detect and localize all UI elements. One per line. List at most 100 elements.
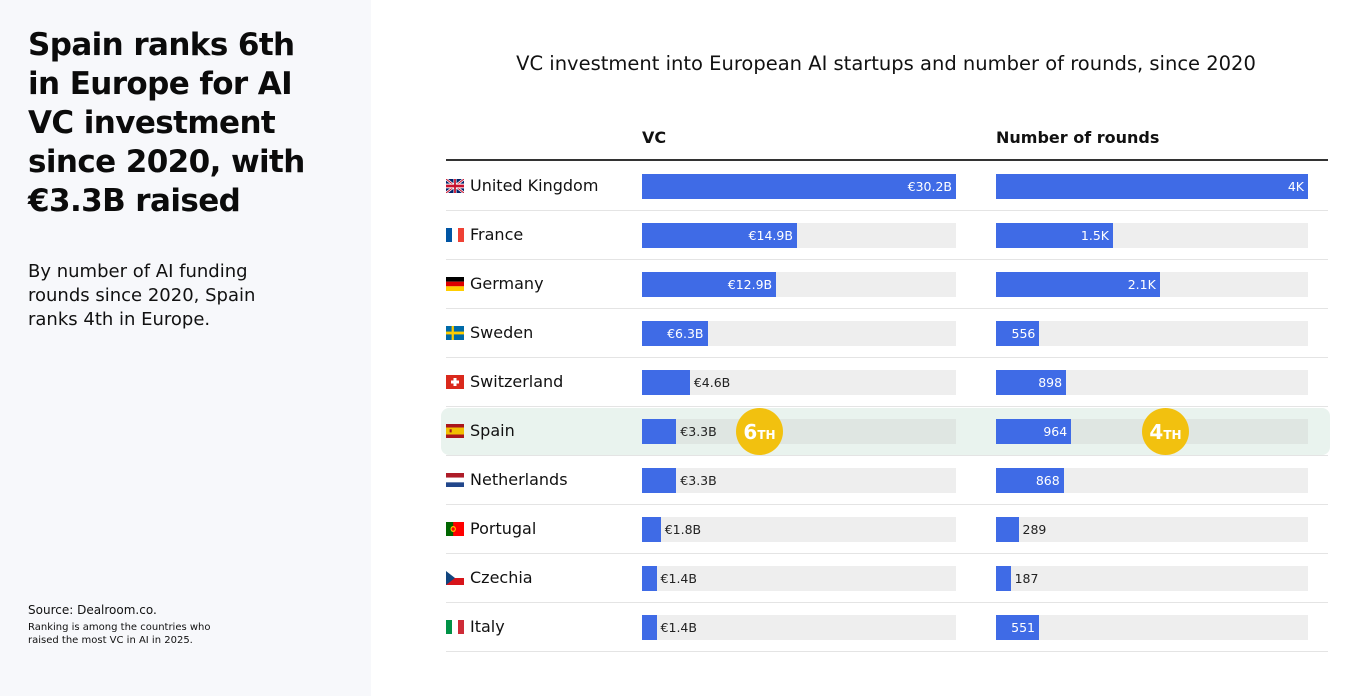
country-label: Germany [470, 274, 544, 293]
rounds-bar-track: 551 [996, 615, 1308, 640]
row-divider [446, 651, 1328, 652]
subtext: By number of AI funding rounds since 202… [28, 261, 256, 330]
rounds-value-label: 1.5K [1080, 228, 1109, 243]
vc-value-label: €3.3B [680, 424, 717, 439]
vc-value-label: €3.3B [680, 473, 717, 488]
row-divider [446, 308, 1328, 309]
vc-bar [642, 370, 690, 395]
vc-bar [642, 566, 657, 591]
rounds-bar [996, 321, 1040, 346]
rounds-bar-track: 1.5K [996, 223, 1308, 248]
table-row: France €14.9B 1.5K [446, 211, 1328, 260]
italy-flag [446, 620, 464, 634]
rounds-bar [996, 174, 1308, 199]
vc-bar-track: €1.8B [642, 517, 956, 542]
table-row: Switzerland €4.6B 898 [446, 358, 1328, 407]
row-divider [446, 259, 1328, 260]
vc-bar [642, 223, 797, 248]
rounds-bar [996, 468, 1064, 493]
rounds-bar-track: 898 [996, 370, 1308, 395]
vc-value-label: €1.4B [660, 620, 697, 635]
rounds-bar [996, 223, 1113, 248]
rounds-value-label: 2.1K [1127, 277, 1156, 292]
country-label: United Kingdom [470, 176, 599, 195]
rounds-value-label: 551 [1011, 620, 1035, 635]
row-divider [446, 210, 1328, 211]
rounds-bar [996, 419, 1072, 444]
vc-value-label: €4.6B [693, 375, 731, 390]
vc-column-header: VC [642, 128, 667, 147]
source-text: Source: Dealroom.co. [28, 603, 157, 617]
spain-flag [446, 424, 464, 438]
table-row: Germany €12.9B 2.1K [446, 260, 1328, 309]
vc-rank-badge: 6 TH [736, 408, 783, 455]
row-divider [446, 602, 1328, 603]
row-divider [446, 455, 1328, 456]
country-label: Sweden [470, 323, 534, 342]
rounds-value-label: 289 [1022, 522, 1047, 537]
rounds-bar [996, 370, 1066, 395]
vc-bar [642, 272, 777, 297]
france-flag [446, 228, 464, 242]
table-row: Portugal €1.8B 289 [446, 505, 1328, 554]
rounds-bar [996, 517, 1019, 542]
rounds-bar-track: 868 [996, 468, 1308, 493]
country-label: Czechia [470, 568, 533, 587]
vc-bar-track: €1.4B [642, 615, 956, 640]
rounds-column-header: Number of rounds [996, 128, 1160, 147]
germany-flag [446, 277, 464, 291]
rounds-bar-track: 2.1K [996, 272, 1308, 297]
switzerland-flag [446, 375, 464, 389]
vc-bar-track: €4.6B [642, 370, 956, 395]
table-row: United Kingdom €30.2B 4K [446, 162, 1328, 211]
table-row: Italy €1.4B 551 [446, 603, 1328, 652]
sweden-flag [446, 326, 464, 340]
ranking-note: Ranking is among the countries who raise… [28, 622, 211, 646]
vc-bar [642, 468, 677, 493]
country-label: Switzerland [470, 372, 564, 391]
rounds-bar [996, 566, 1011, 591]
rounds-value-label: 556 [1011, 326, 1036, 341]
row-divider [446, 406, 1328, 407]
rounds-rank-badge: 4 TH [1142, 408, 1189, 455]
portugal-flag [446, 522, 464, 536]
vc-bar [642, 517, 661, 542]
vc-bar [642, 321, 708, 346]
country-label: Italy [470, 617, 505, 636]
table-row: Czechia €1.4B 187 [446, 554, 1328, 603]
uk-flag [446, 179, 464, 193]
vc-bar-track: €3.3B [642, 468, 956, 493]
vc-value-label: €1.4B [660, 571, 697, 586]
rank-number: 6 [743, 419, 758, 444]
country-label: France [470, 225, 524, 244]
vc-value-label: €6.3B [667, 326, 704, 341]
vc-value-label: €12.9B [727, 277, 773, 292]
rank-suffix: TH [1163, 427, 1182, 442]
row-divider [446, 357, 1328, 358]
vc-bar-track: €3.3B [642, 419, 956, 444]
rounds-bar-track: 289 [996, 517, 1308, 542]
netherlands-flag [446, 473, 464, 487]
country-label: Netherlands [470, 470, 568, 489]
rounds-bar [996, 615, 1039, 640]
czechia-flag [446, 571, 464, 585]
country-label: Portugal [470, 519, 537, 538]
country-label: Spain [470, 421, 515, 440]
vc-bar-track: €30.2B [642, 174, 956, 199]
vc-bar-track: €6.3B [642, 321, 956, 346]
vc-bar [642, 419, 677, 444]
rounds-bar-track: 4K [996, 174, 1308, 199]
vc-bar [642, 615, 657, 640]
row-divider [446, 504, 1328, 505]
rounds-value-label: 187 [1014, 571, 1039, 586]
rounds-bar-track: 556 [996, 321, 1308, 346]
rounds-bar-track: 187 [996, 566, 1308, 591]
rounds-value-label: 898 [1038, 375, 1063, 390]
vc-bar-track: €12.9B [642, 272, 956, 297]
table-row: Netherlands €3.3B 868 [446, 456, 1328, 505]
vc-value-label: €30.2B [907, 179, 952, 194]
vc-value-label: €14.9B [748, 228, 793, 243]
vc-value-label: €1.8B [664, 522, 702, 537]
rank-suffix: TH [757, 427, 776, 442]
